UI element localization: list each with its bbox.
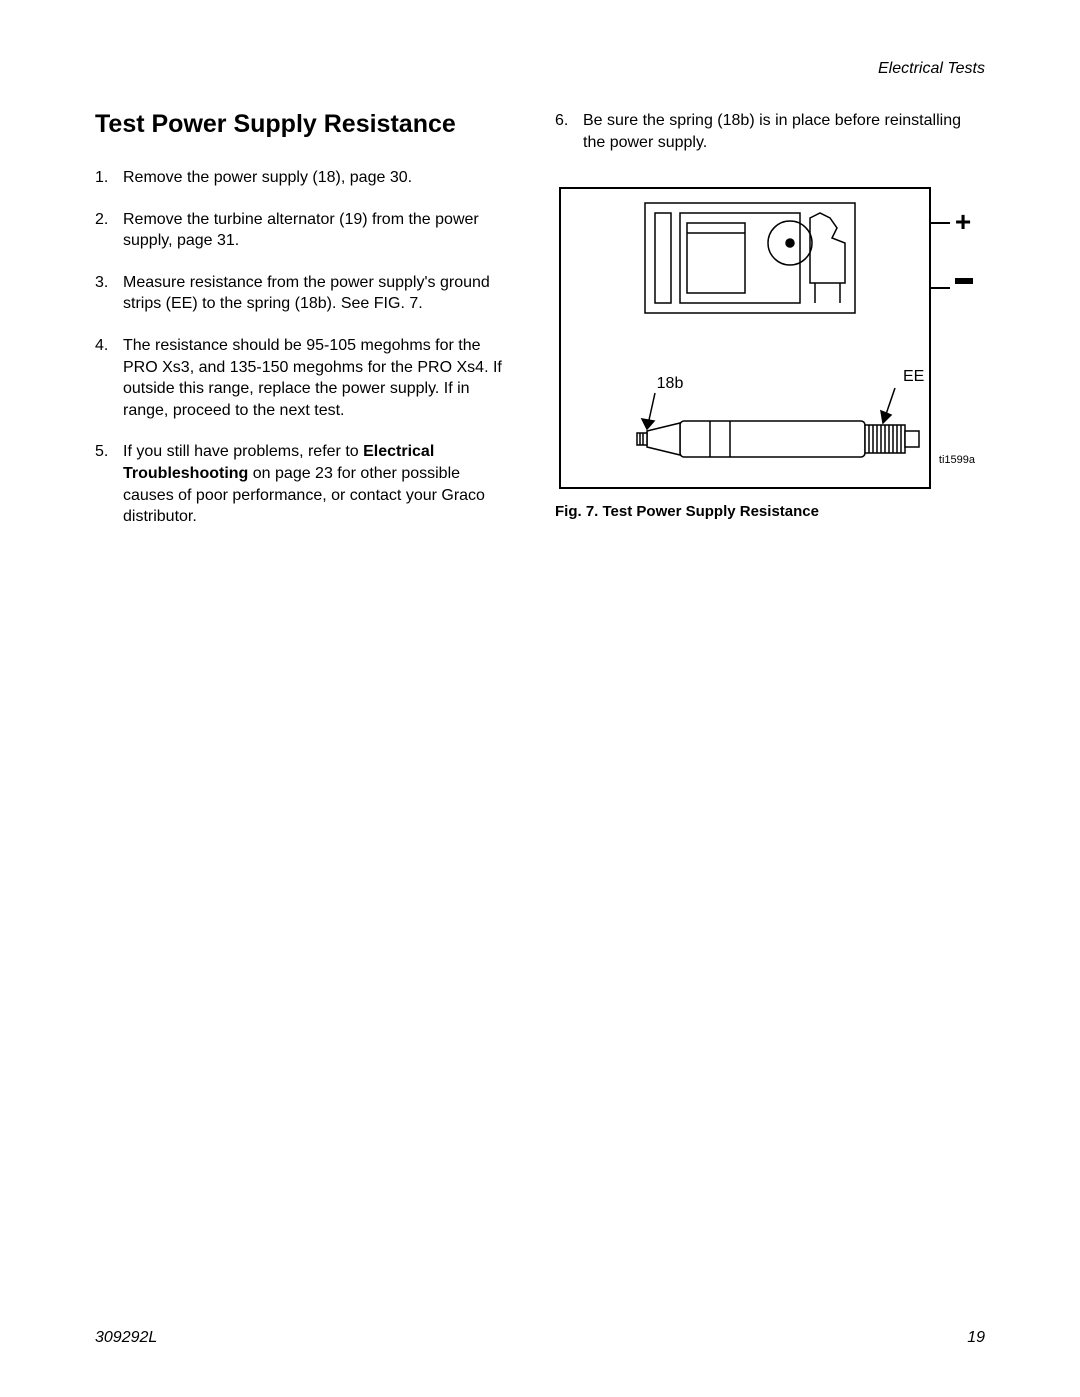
power-supply-diagram: +: [555, 183, 985, 493]
figure-caption: Fig. 7. Test Power Supply Resistance: [555, 503, 985, 520]
figure-7: +: [555, 183, 985, 520]
page-footer: 309292L 19: [95, 1329, 985, 1347]
step-2: Remove the turbine alternator (19) from …: [95, 209, 515, 252]
label-18b: 18b: [657, 375, 684, 392]
step-3: Measure resistance from the power supply…: [95, 272, 515, 315]
step-3-text-b: IG: [384, 295, 401, 312]
content-columns: Test Power Supply Resistance Remove the …: [95, 110, 985, 548]
step-5-text-a: If you still have problems, refer to: [123, 443, 363, 460]
figure-image-id: ti1599a: [939, 454, 976, 466]
plus-symbol: +: [955, 206, 971, 237]
step-1: Remove the power supply (18), page 30.: [95, 167, 515, 189]
step-3-text-a: Measure resistance from the power supply…: [123, 274, 490, 313]
left-column: Test Power Supply Resistance Remove the …: [95, 110, 515, 548]
footer-doc-id: 309292L: [95, 1329, 157, 1347]
footer-page-number: 19: [967, 1329, 985, 1347]
step-4: The resistance should be 95-105 megohms …: [95, 335, 515, 421]
right-column: Be sure the spring (18b) is in place bef…: [555, 110, 985, 548]
minus-symbol: [955, 278, 973, 284]
step-6: Be sure the spring (18b) is in place bef…: [555, 110, 985, 153]
steps-list-right: Be sure the spring (18b) is in place bef…: [555, 110, 985, 153]
step-5: If you still have problems, refer to Ele…: [95, 441, 515, 527]
steps-list-left: Remove the power supply (18), page 30. R…: [95, 167, 515, 528]
section-title: Test Power Supply Resistance: [95, 110, 515, 139]
step-3-text-c: . 7.: [400, 295, 422, 312]
header-section-label: Electrical Tests: [878, 60, 985, 78]
label-EE: EE: [903, 368, 924, 385]
